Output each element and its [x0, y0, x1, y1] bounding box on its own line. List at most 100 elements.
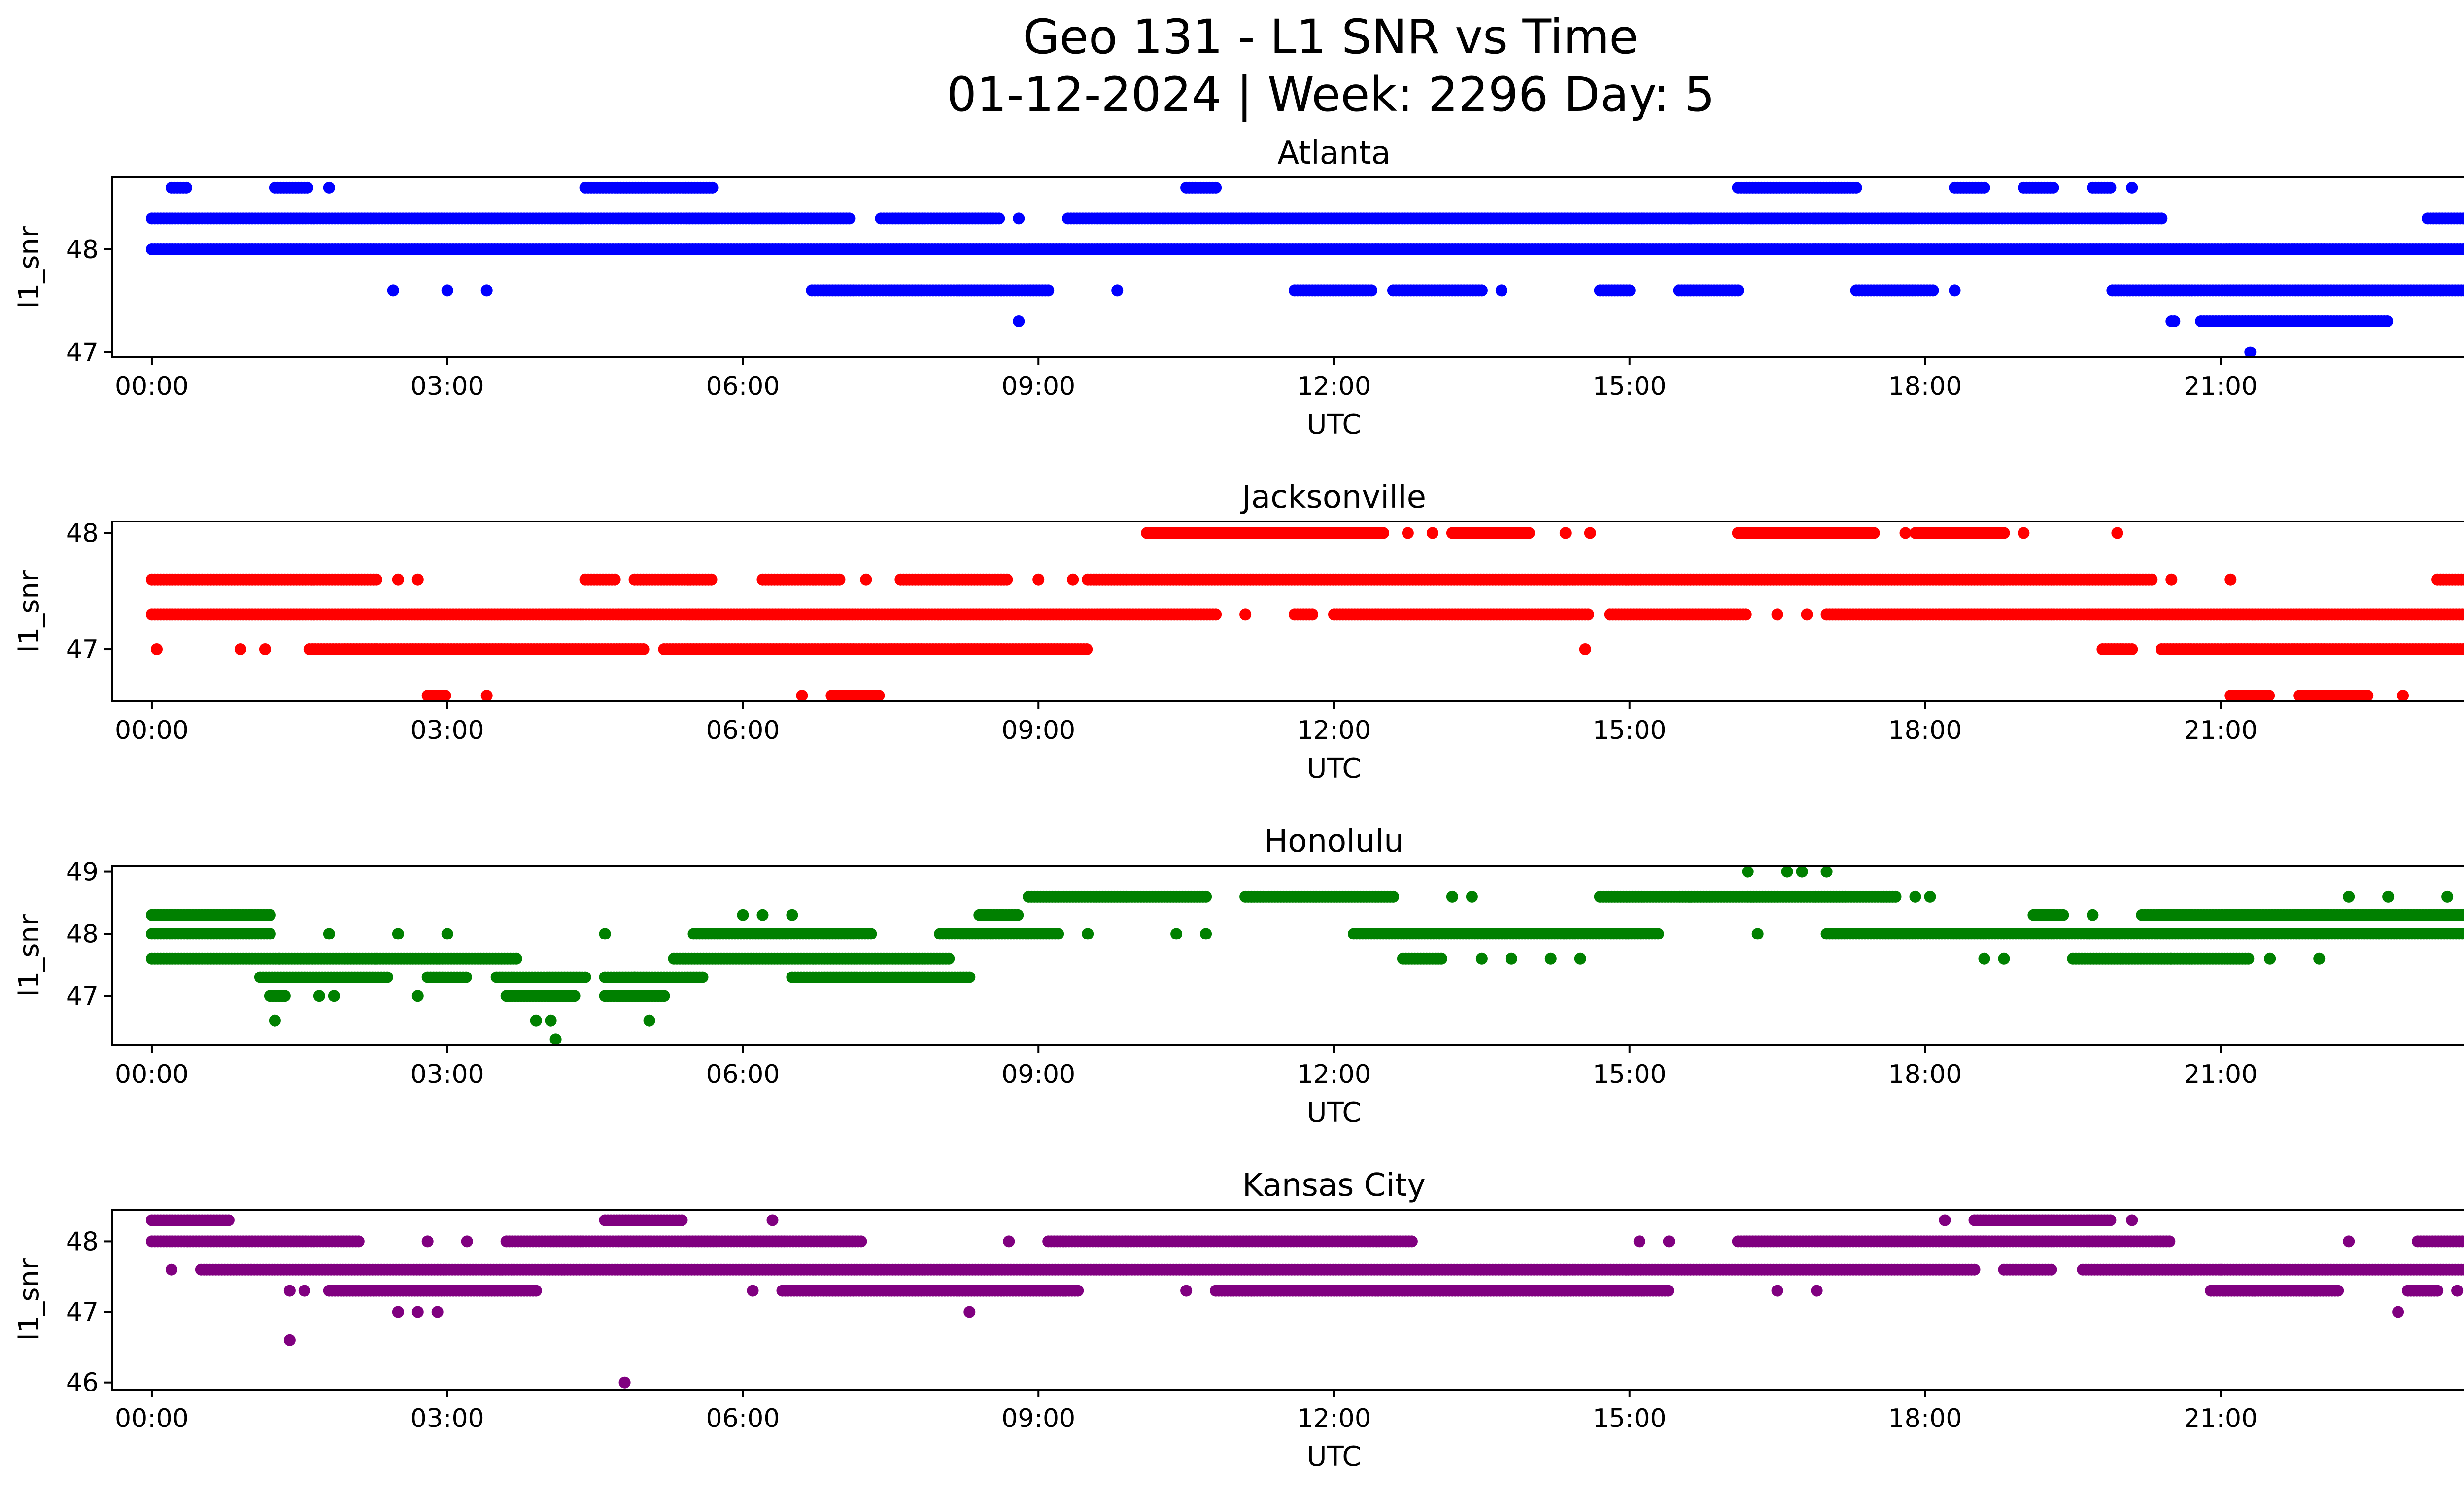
data-point: [2126, 181, 2138, 194]
data-point: [1306, 608, 1318, 621]
data-point: [2057, 909, 2069, 921]
data-point: [1067, 573, 1079, 586]
data-point: [1001, 573, 1013, 586]
data-point: [706, 181, 719, 194]
data-point: [2459, 608, 2464, 621]
data-point: [2263, 690, 2275, 702]
data-point: [2460, 213, 2464, 224]
y-tick-label: 48: [66, 235, 99, 265]
x-tick-label: 18:00: [1888, 716, 1962, 745]
data-point: [1495, 284, 1507, 297]
data-point: [2104, 181, 2117, 194]
y-tick-label: 47: [66, 338, 99, 368]
figure-title-line-2: 01-12-2024 | Week: 2296 Day: 5: [947, 67, 1715, 123]
data-point: [2168, 315, 2181, 327]
data-point: [387, 284, 399, 297]
x-tick-label: 00:00: [115, 716, 189, 745]
x-tick-label: 12:00: [1297, 372, 1371, 401]
data-point: [1013, 212, 1025, 225]
figure-title-line-1: Geo 131 - L1 SNR vs Time: [1023, 9, 1639, 65]
data-point: [1771, 608, 1783, 621]
x-tick-label: 12:00: [1297, 716, 1371, 745]
data-point: [392, 573, 404, 586]
data-point: [833, 573, 846, 586]
data-point: [1402, 527, 1414, 539]
data-point: [2381, 315, 2394, 327]
x-tick-label: 03:00: [411, 372, 484, 401]
data-point: [1850, 181, 1862, 194]
data-point: [1978, 181, 1990, 194]
data-point: [843, 212, 856, 225]
x-tick-label: 15:00: [1593, 716, 1667, 745]
data-point: [2111, 527, 2123, 539]
data-point: [1111, 284, 1124, 297]
x-tick-label: 03:00: [411, 716, 484, 745]
data-point: [1239, 608, 1252, 621]
data-point: [1732, 284, 1744, 297]
data-point: [1998, 527, 2010, 539]
data-point: [1081, 643, 1093, 655]
data-point: [2047, 181, 2059, 194]
x-tick-label: 00:00: [115, 372, 189, 401]
data-point: [2460, 243, 2464, 255]
data-point: [180, 181, 192, 194]
data-point: [411, 573, 424, 586]
data-point: [480, 690, 493, 702]
y-axis-label: l1_snr: [13, 226, 45, 309]
data-point: [1052, 928, 1064, 940]
data-point: [860, 573, 872, 586]
x-tick-label: 18:00: [1888, 372, 1962, 401]
data-point: [1013, 315, 1025, 327]
x-tick-label: 09:00: [1001, 372, 1075, 401]
y-tick-label: 47: [66, 635, 99, 664]
x-tick-label: 06:00: [706, 372, 780, 401]
data-point: [234, 643, 246, 655]
data-point: [705, 573, 718, 586]
data-point: [2018, 527, 2030, 539]
x-tick-label: 06:00: [706, 716, 780, 745]
data-point: [1210, 181, 1222, 194]
x-tick-label: 21:00: [2184, 372, 2258, 401]
data-point: [439, 690, 451, 702]
data-point: [1949, 284, 1961, 297]
data-point: [510, 952, 522, 965]
data-point: [259, 643, 271, 655]
data-point: [1652, 928, 1664, 940]
data-point: [1740, 608, 1752, 621]
x-axis-label: UTC: [1306, 753, 1361, 785]
data-point: [873, 690, 885, 702]
data-point: [480, 284, 493, 297]
data-point: [865, 928, 877, 940]
data-point: [264, 928, 276, 940]
data-point: [1366, 284, 1377, 297]
x-tick-label: 21:00: [2184, 716, 2258, 745]
data-point: [1899, 527, 1912, 539]
data-point: [1435, 952, 1447, 965]
data-point: [2224, 573, 2237, 586]
data-point: [1523, 527, 1535, 539]
data-point: [2165, 573, 2178, 586]
data-point: [2461, 285, 2464, 296]
data-point: [1801, 608, 1813, 621]
data-point: [1210, 608, 1222, 621]
data-point: [609, 573, 621, 586]
data-point: [1559, 527, 1572, 539]
x-axis-label: UTC: [1306, 409, 1361, 441]
data-point: [1579, 643, 1591, 655]
y-axis-label: l1_snr: [13, 570, 45, 653]
data-point: [1623, 284, 1636, 297]
data-point: [1012, 909, 1024, 921]
data-point: [323, 181, 335, 194]
data-series: [146, 527, 2464, 702]
data-point: [1927, 284, 1939, 297]
data-point: [1377, 527, 1389, 539]
data-point: [1032, 573, 1045, 586]
data-point: [1042, 284, 1055, 297]
data-point: [2156, 212, 2168, 225]
data-point: [151, 643, 163, 655]
data-point: [1582, 608, 1594, 621]
x-tick-label: 09:00: [1001, 716, 1075, 745]
data-point: [264, 909, 276, 921]
